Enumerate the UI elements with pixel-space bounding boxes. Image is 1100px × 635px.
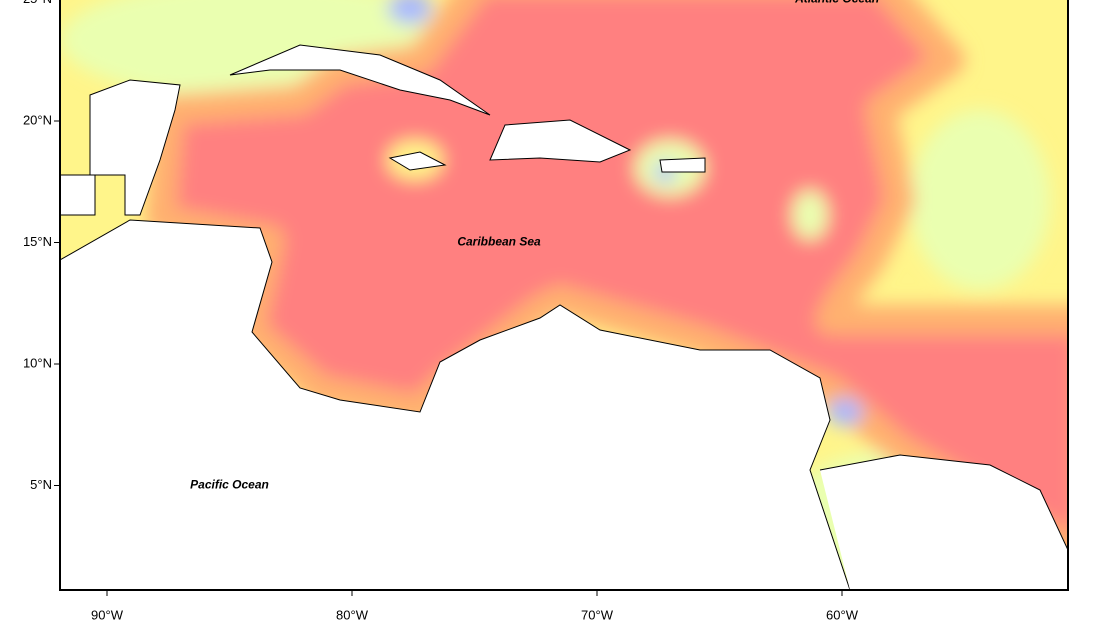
- y-tick-label: 15°N: [23, 234, 52, 249]
- y-tick-label: 5°N: [30, 477, 52, 492]
- land: [60, 44, 1068, 590]
- x-tick-label: 90°W: [91, 607, 124, 622]
- map-frame: [59, 0, 1069, 591]
- place-label: Caribbean Sea: [457, 235, 541, 249]
- place-label: Atlantic Ocean: [794, 0, 879, 6]
- y-tick-label: 10°N: [23, 355, 52, 370]
- y-tick-label: 20°N: [23, 112, 52, 127]
- x-tick-label: 70°W: [581, 607, 614, 622]
- place-label: Pacific Ocean: [190, 478, 269, 492]
- x-tick-label: 60°W: [826, 607, 859, 622]
- x-tick-label: 80°W: [336, 607, 369, 622]
- y-tick-label: 25°N: [23, 0, 52, 6]
- heatmap: [60, 0, 1068, 590]
